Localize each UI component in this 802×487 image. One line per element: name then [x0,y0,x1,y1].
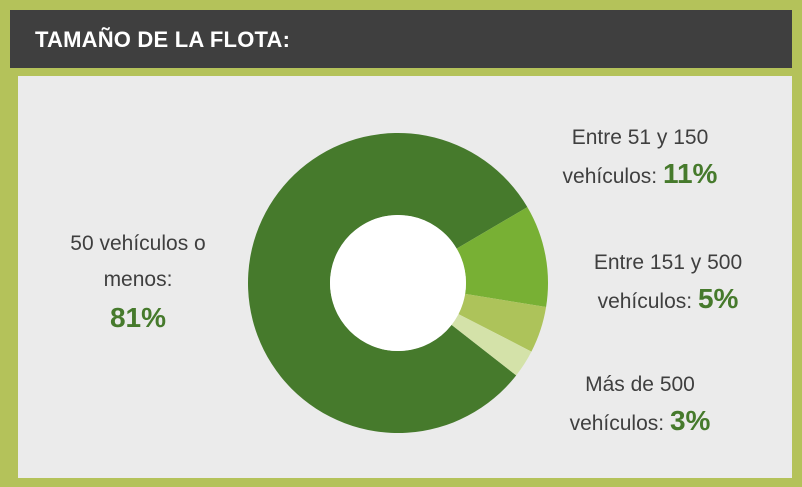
slice-label: Entre 151 y 500 vehículos: 5% [563,245,773,320]
donut-slice [248,132,528,433]
donut-slice [451,314,532,376]
category-label: Entre 51 y 150 vehículos: [562,126,709,188]
value-label: 81% [109,302,167,333]
value-label: 11% [662,158,718,189]
slice-label: Entre 51 y 150 vehículos: 11% [535,120,745,195]
category-label: 50 vehículos o menos: [70,232,206,291]
slice-label: Más de 500 vehículos: 3% [540,367,740,442]
category-label: Más de 500 vehículos: [569,373,695,435]
donut-slice [456,207,548,307]
category-label: Entre 151 y 500 vehículos: [593,251,743,313]
chart-title: TAMAÑO DE LA FLOTA: [35,27,291,52]
donut-hole [330,215,466,351]
header: TAMAÑO DE LA FLOTA: [10,10,792,68]
donut-slice [458,293,547,352]
slice-label: 50 vehículos o menos: 81% [58,226,218,338]
value-label: 3% [669,405,711,436]
value-label: 5% [697,283,739,314]
